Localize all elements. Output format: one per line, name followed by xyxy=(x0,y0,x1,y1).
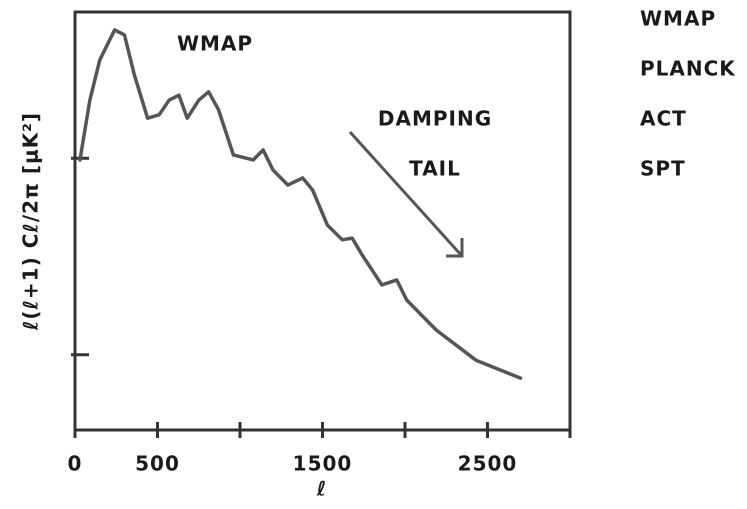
side-label: WMAP xyxy=(640,7,716,31)
line xyxy=(78,28,523,380)
annotation: DAMPING xyxy=(378,107,492,131)
arrow xyxy=(348,130,464,258)
x-tick-label: 500 xyxy=(135,452,180,476)
x-tick-label: 0 xyxy=(68,452,83,476)
x-axis-label: ℓ xyxy=(316,477,327,501)
annotation: WMAP xyxy=(177,32,253,56)
side-label: PLANCK xyxy=(640,57,736,81)
x-tick-label: 2500 xyxy=(458,452,518,476)
side-label: ACT xyxy=(640,107,687,131)
y-axis-label: ℓ(ℓ+1) Cℓ/2π [μK²] xyxy=(19,112,43,331)
side-label: SPT xyxy=(640,157,686,181)
annotation: TAIL xyxy=(409,157,461,181)
x-tick-label: 1500 xyxy=(293,452,353,476)
